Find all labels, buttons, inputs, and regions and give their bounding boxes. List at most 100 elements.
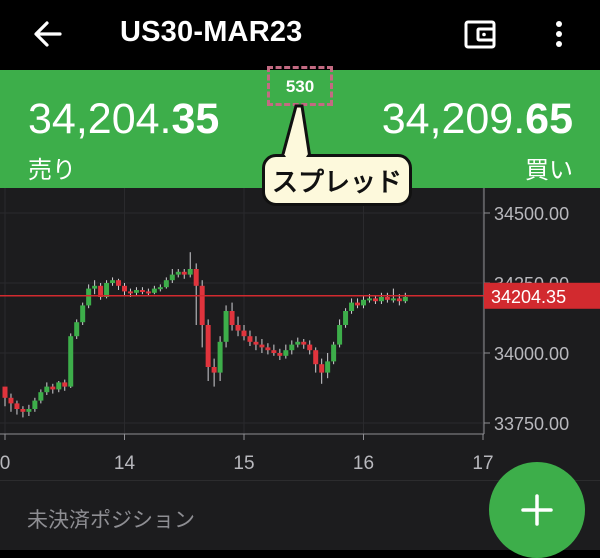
candle-body [235, 325, 241, 331]
candle-body [372, 298, 378, 302]
candle-body [50, 386, 56, 390]
candle-body [384, 297, 390, 300]
current-price-tag [484, 282, 600, 309]
y-tick-label: 34000.00 [494, 344, 569, 364]
candle-body [199, 285, 205, 325]
candle-body [20, 409, 26, 412]
candle-body [86, 288, 92, 306]
candle-body [313, 350, 319, 365]
candle-body [361, 299, 366, 306]
candle-body [241, 330, 247, 337]
candle-body [253, 341, 259, 345]
candle-body [402, 297, 408, 302]
chart-background [0, 188, 600, 480]
candle-body [157, 287, 163, 290]
candle-body [187, 269, 193, 275]
candle-body [295, 341, 301, 345]
candle-body [193, 269, 199, 286]
candle-body [378, 297, 384, 302]
candle-body [307, 344, 313, 351]
x-tick-label: 15 [233, 453, 254, 474]
candle-body [32, 400, 38, 409]
buy-label[interactable]: 買い [525, 157, 573, 184]
candle-body [259, 344, 265, 348]
y-tick-label: 33750.00 [494, 414, 569, 434]
spread-value: 530 [285, 77, 315, 96]
candle-body [8, 397, 14, 404]
x-tick-label: 16 [353, 453, 374, 474]
candle-body [229, 311, 235, 325]
plus-icon [521, 494, 553, 526]
candle-body [92, 285, 98, 289]
candle-body [319, 364, 325, 373]
open-positions-tab[interactable]: 未決済ポジション [27, 509, 195, 532]
candle-body [205, 325, 211, 367]
ask-price-tail: 65 [525, 95, 573, 143]
candle-body [14, 403, 20, 409]
ask-price[interactable]: 34,209.65 [382, 98, 573, 141]
spread-callout [262, 154, 412, 206]
candle-body [145, 291, 151, 294]
candle-body [396, 298, 402, 302]
bid-price[interactable]: 34,204.35 [28, 98, 219, 141]
candle-body [331, 344, 337, 362]
candle-body [98, 285, 104, 297]
candle-body [133, 290, 139, 293]
candle-body [349, 302, 355, 311]
candle-body [62, 382, 68, 387]
candle-body [343, 311, 349, 325]
candle-body [104, 283, 110, 297]
candle-body [175, 271, 181, 275]
x-tick-label: 14 [114, 453, 136, 474]
candle-body [110, 280, 116, 283]
back-arrow-icon[interactable] [30, 16, 66, 52]
candle-body [355, 302, 361, 306]
candle-body [44, 386, 50, 393]
candle-body [26, 409, 32, 412]
candle-body [277, 353, 283, 356]
page-title: US30-MAR23 [120, 16, 303, 48]
spread-callout-label: スプレッド [271, 167, 402, 197]
candle-body [211, 367, 217, 373]
candle-body [38, 392, 44, 401]
candle-body [366, 298, 372, 301]
candle-body [56, 382, 62, 390]
price-chart[interactable]: 34500.0034250.0034000.0033750.0001415161… [0, 188, 600, 480]
sell-label[interactable]: 売り [28, 157, 76, 184]
candle-body [390, 298, 396, 301]
wallet-icon[interactable] [462, 16, 498, 52]
candle-body [223, 311, 229, 342]
candle-body [2, 386, 8, 398]
candle-body [181, 271, 187, 275]
y-tick-label: 34500.00 [494, 204, 569, 224]
more-vertical-icon[interactable] [545, 16, 573, 52]
x-tick-label: 17 [472, 453, 493, 474]
candle-body [139, 290, 145, 292]
candle-body [217, 341, 223, 373]
candle-body [163, 280, 169, 288]
candle-body [80, 305, 86, 323]
app-header: US30-MAR23 [0, 0, 600, 70]
candle-body [265, 347, 271, 351]
candle-body [289, 344, 295, 351]
candle-body [337, 325, 343, 345]
candle-body [116, 280, 122, 286]
candle-body [169, 274, 175, 281]
candle-body [271, 350, 277, 353]
x-tick-label: 0 [0, 453, 10, 474]
candle-body [301, 341, 307, 345]
candle-body [283, 350, 289, 356]
bid-price-main: 34,204. [28, 95, 172, 143]
candle-body [68, 336, 74, 387]
candle-body [127, 291, 133, 294]
candle-body [151, 288, 157, 293]
candlestick-chart[interactable]: 34500.0034250.0034000.0033750.0001415161… [0, 188, 600, 480]
candle-body [325, 361, 331, 373]
ask-price-main: 34,209. [381, 95, 526, 143]
candle-body [74, 322, 80, 337]
current-price-label: 34204.35 [491, 287, 566, 307]
bid-price-tail: 35 [171, 95, 220, 143]
candle-body [247, 336, 253, 342]
candle-body [122, 285, 127, 292]
